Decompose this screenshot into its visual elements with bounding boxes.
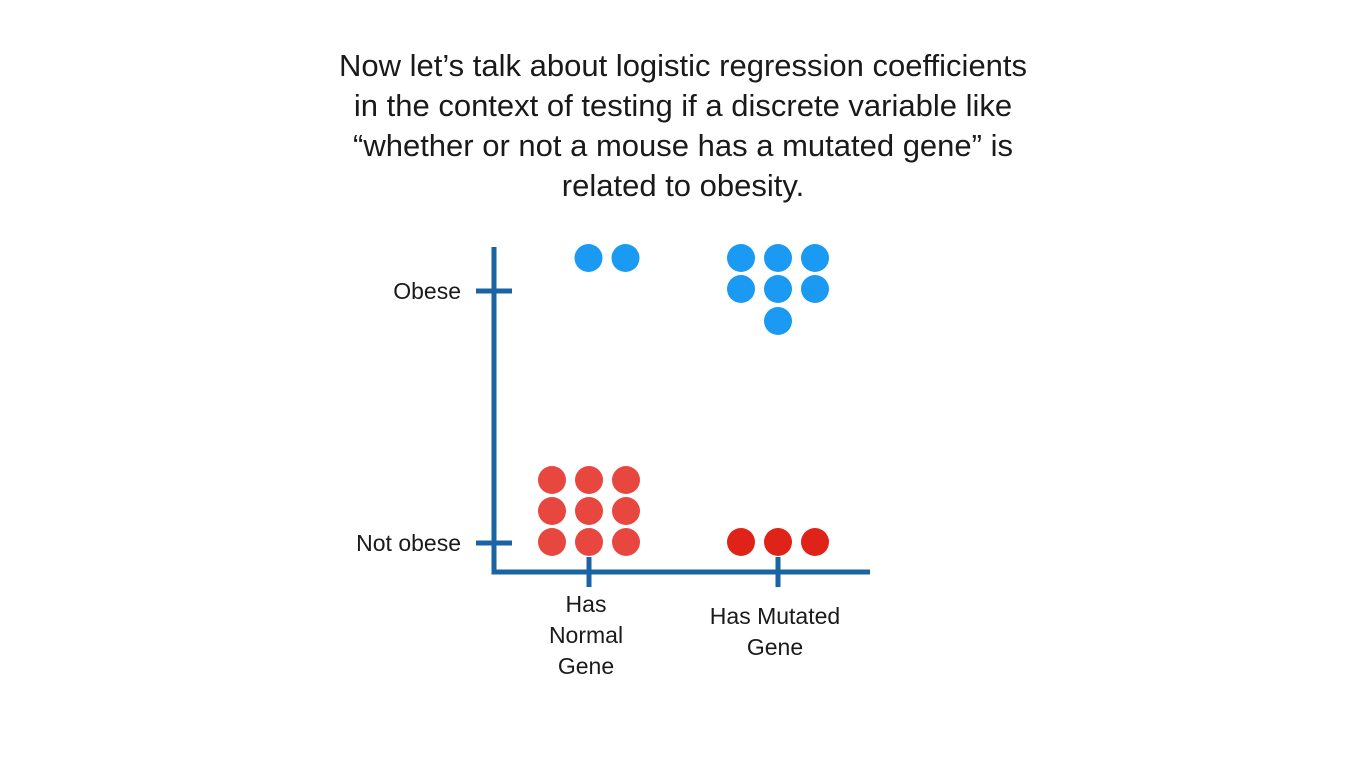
axes	[476, 247, 870, 587]
data-point	[764, 528, 792, 556]
data-point	[801, 528, 829, 556]
data-point	[727, 528, 755, 556]
data-point	[538, 466, 566, 494]
heading-line-3: “whether or not a mouse has a mutated ge…	[353, 128, 1013, 163]
y-tick-label: Not obese	[356, 530, 461, 556]
data-point	[727, 275, 755, 303]
x-tick-label: Normal	[549, 622, 623, 648]
data-point	[764, 275, 792, 303]
data-point	[538, 528, 566, 556]
data-point	[764, 244, 792, 272]
y-axis-labels: Not obese Obese	[356, 278, 461, 556]
data-point	[574, 244, 603, 272]
data-point	[727, 244, 755, 272]
slide-heading: Now let’s talk about logistic regression…	[233, 46, 1133, 206]
data-point	[801, 244, 829, 272]
data-point	[612, 466, 640, 494]
heading-line-2: in the context of testing if a discrete …	[353, 88, 1013, 123]
x-tick-label: Has	[566, 591, 607, 617]
data-point	[801, 275, 829, 303]
x-tick-label: Gene	[558, 653, 614, 679]
data-points	[538, 244, 829, 556]
y-tick-label: Obese	[393, 278, 461, 304]
data-point	[575, 497, 603, 525]
heading-line-1: Now let’s talk about logistic regression…	[338, 48, 1028, 83]
x-axis-labels: Has Normal Gene Has Mutated Gene	[549, 591, 840, 679]
data-point	[538, 497, 566, 525]
data-point	[575, 528, 603, 556]
data-point	[612, 528, 640, 556]
data-point	[575, 466, 603, 494]
x-tick-label: Gene	[747, 634, 803, 660]
heading-line-4: related to obesity.	[561, 168, 805, 203]
data-point	[764, 307, 792, 335]
x-tick-label: Has Mutated	[710, 603, 840, 629]
data-point	[611, 244, 640, 272]
data-point	[612, 497, 640, 525]
